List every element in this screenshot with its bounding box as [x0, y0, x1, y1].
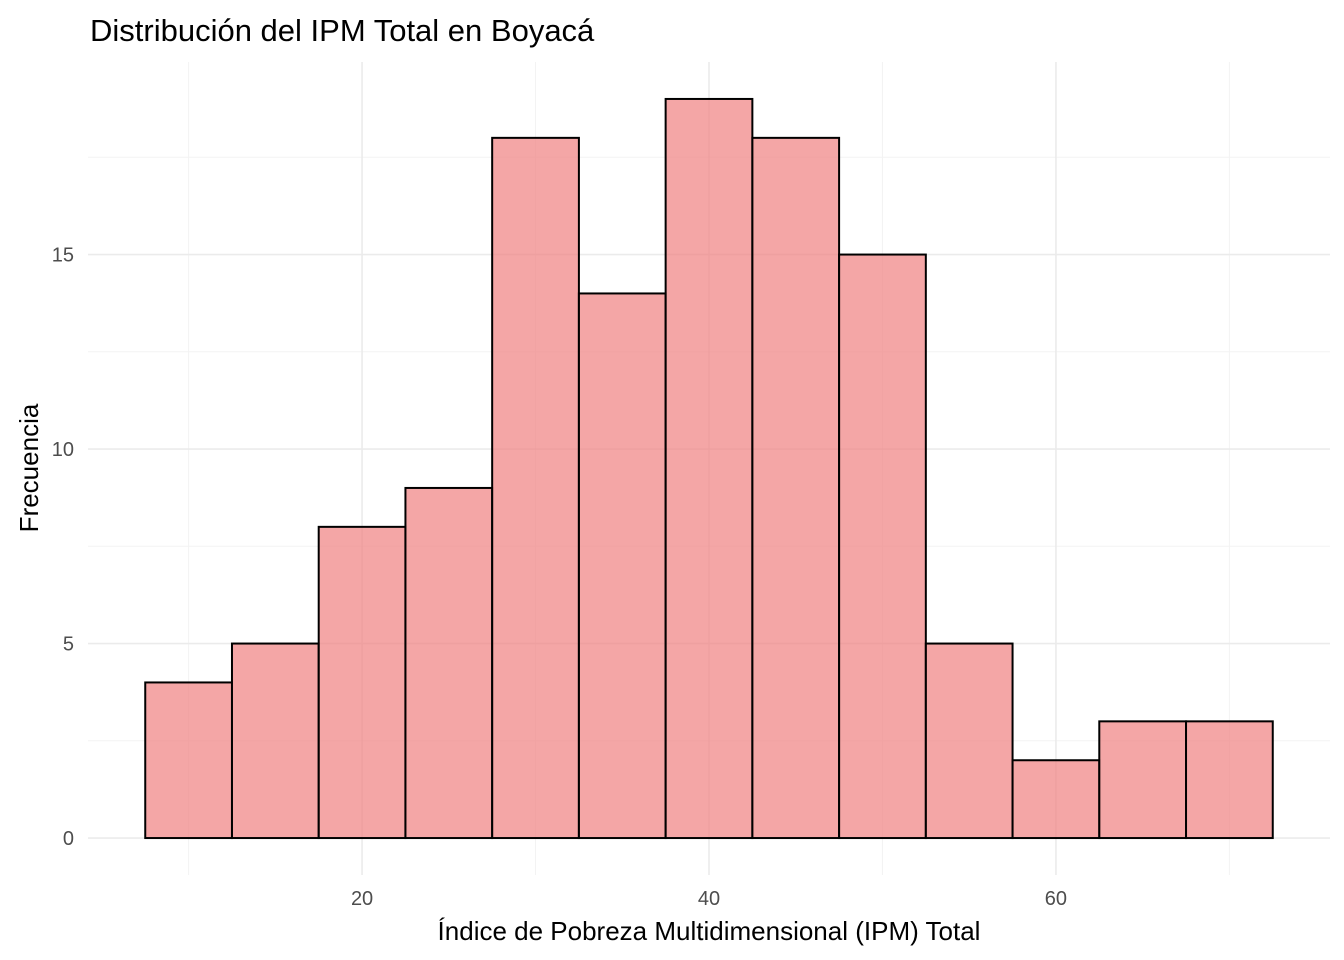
x-tick-label: 60 — [1045, 888, 1067, 910]
histogram-bar — [1098, 720, 1188, 840]
y-axis-ticks: 0 5 10 15 — [52, 245, 74, 850]
histogram-bar — [751, 136, 841, 840]
x-tick-label: 40 — [698, 888, 720, 910]
x-tick-label: 20 — [351, 888, 373, 910]
histogram-bar — [924, 642, 1014, 840]
y-tick-label: 10 — [52, 439, 74, 461]
y-tick-label: 5 — [63, 634, 74, 656]
histogram-bar — [230, 642, 320, 840]
histogram-bar — [1185, 720, 1274, 840]
histogram-bar — [404, 486, 494, 840]
y-tick-label: 0 — [63, 828, 74, 850]
histogram-bar — [144, 681, 233, 840]
y-axis-title: Frecuencia — [14, 403, 44, 532]
histogram-bar — [491, 136, 580, 840]
y-tick-label: 15 — [52, 245, 74, 267]
histogram-bar — [664, 97, 754, 840]
x-axis-title: Índice de Pobreza Multidimensional (IPM)… — [438, 916, 981, 946]
histogram-bars — [144, 97, 1274, 840]
histogram-bar — [577, 292, 667, 840]
histogram-bar — [1011, 759, 1101, 840]
x-axis-ticks: 20 40 60 — [351, 888, 1067, 910]
histogram-bar — [317, 525, 407, 840]
histogram-bar — [838, 253, 927, 840]
chart-title: Distribución del IPM Total en Boyacá — [90, 13, 595, 48]
